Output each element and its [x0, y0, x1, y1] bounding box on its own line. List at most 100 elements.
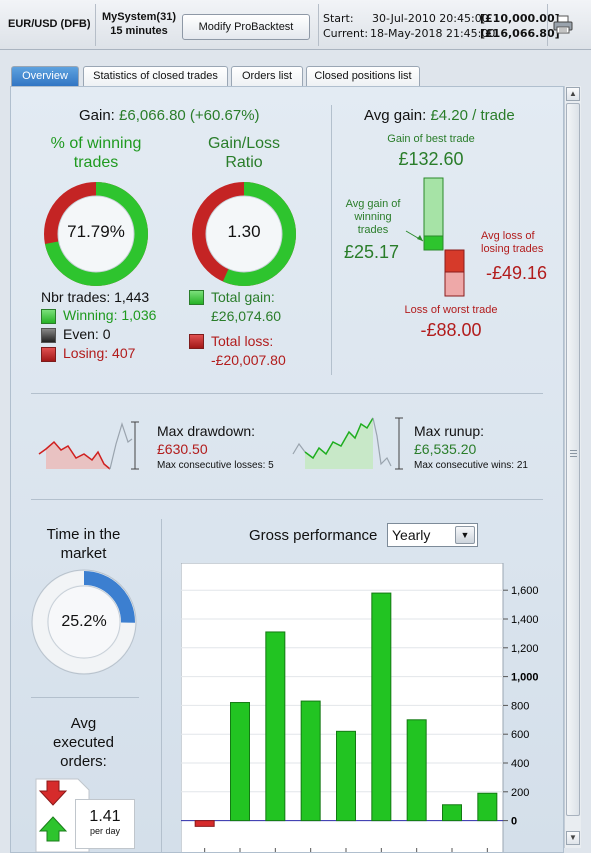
avg-losing-label-line1: Avg loss of — [481, 230, 535, 242]
tab-closed-positions-list[interactable]: Closed positions list — [306, 66, 420, 86]
even-count-value: 0 — [102, 326, 111, 342]
gain-loss-ratio-gain-arc — [192, 182, 296, 286]
tab-overview[interactable]: Overview — [11, 66, 79, 87]
time-in-market-title-line2: market — [60, 545, 107, 562]
even-count: Even: 0 — [63, 326, 111, 342]
winning-count-label: Winning: — [63, 307, 118, 323]
avg-winning-label-line1: Avg gain of — [345, 198, 401, 210]
max-consecutive-wins-value: 21 — [516, 460, 528, 471]
time-in-market-donut — [31, 569, 137, 675]
start-date: 30-Jul-2010 20:45:00 — [372, 12, 489, 25]
winning-count-value: 1,036 — [121, 307, 157, 323]
modify-probacktest-button[interactable]: Modify ProBacktest — [182, 14, 310, 40]
scrollbar-thumb[interactable] — [566, 103, 580, 816]
nbr-trades-label: Nbr trades: — [41, 289, 111, 305]
period-select[interactable]: Yearly ▼ — [387, 523, 478, 547]
avg-winning-label-line2: winning — [354, 211, 392, 223]
best-trade-bar — [423, 177, 444, 237]
total-gain-label: Total gain: — [211, 289, 275, 305]
performance-bar[interactable] — [265, 631, 286, 822]
y-tick-label: 1,400 — [511, 614, 539, 626]
avg-losing-bar — [444, 249, 465, 273]
time-in-market-title: Time in the market — [26, 525, 141, 563]
avg-executed-orders-title-line1: Avg — [70, 715, 97, 732]
nbr-trades: Nbr trades: 1,443 — [41, 289, 149, 305]
gain-label: Gain: — [79, 107, 115, 124]
tab-orders-list[interactable]: Orders list — [231, 66, 303, 86]
drawdown-sparkline — [38, 421, 139, 470]
total-loss-value: -£20,007.80 — [211, 352, 286, 368]
total-loss: Total loss: -£20,007.80 — [211, 332, 286, 370]
current-label: Current: — [323, 27, 369, 40]
max-drawdown-label: Max drawdown: — [157, 423, 256, 439]
losing-legend-swatch — [41, 347, 56, 362]
performance-bar[interactable] — [300, 700, 321, 822]
gain-loss-ratio-value: 1.30 — [227, 222, 261, 241]
instrument-label: EUR/USD (DFB) — [8, 18, 91, 30]
max-consecutive-wins: Max consecutive wins: 21 — [414, 460, 528, 471]
avg-winning-label: Avg gain of winning trades — [333, 198, 413, 237]
losing-count-label: Losing: — [63, 345, 109, 361]
y-tick-label: 1,000 — [511, 672, 539, 684]
y-tick-label: 200 — [511, 787, 529, 799]
scroll-down-arrow-icon[interactable]: ▼ — [566, 831, 580, 845]
winning-pct-title-line2: trades — [73, 154, 119, 171]
winning-pct-win-arc — [44, 182, 148, 286]
performance-bar[interactable] — [442, 804, 462, 822]
system-name: MySystem(31) — [102, 11, 176, 23]
runup-sparkline — [292, 417, 403, 470]
performance-bar[interactable] — [194, 820, 215, 827]
vertical-scrollbar[interactable]: ▲ ▼ — [564, 86, 581, 848]
gain-loss-ratio-title-line2: Ratio — [225, 154, 263, 171]
start-capital: [£10,000.00] — [480, 12, 560, 25]
print-icon[interactable] — [552, 14, 574, 36]
winning-pct-donut — [44, 182, 148, 286]
winning-pct-title-line1: % of winning — [50, 135, 142, 152]
chevron-down-icon[interactable]: ▼ — [455, 526, 475, 544]
start-label: Start: — [323, 12, 354, 25]
performance-bar[interactable] — [477, 792, 498, 822]
gain-loss-ratio-title: Gain/Loss Ratio — [179, 134, 309, 172]
winning-legend-swatch — [41, 309, 56, 324]
total-loss-swatch — [189, 334, 204, 349]
performance-bar[interactable] — [230, 702, 250, 822]
scroll-up-arrow-icon[interactable]: ▲ — [566, 87, 580, 101]
winning-pct-value: 71.79% — [67, 222, 125, 241]
tab-statistics-closed-trades[interactable]: Statistics of closed trades — [83, 66, 228, 86]
avg-losing-value: -£49.16 — [486, 263, 548, 283]
nbr-trades-value: 1,443 — [114, 289, 150, 305]
avg-executed-orders-title-line3: orders: — [60, 753, 107, 770]
avg-winning-label-line3: trades — [357, 224, 389, 236]
overview-panel: Gain: £6,066.80 (+60.67%) % of winning t… — [10, 86, 564, 853]
gain-summary: Gain: £6,066.80 (+60.67%) — [79, 107, 260, 124]
avg-orders-value: 1.41 — [89, 808, 121, 825]
performance-bar[interactable] — [371, 592, 392, 822]
gain-value: £6,066.80 (+60.67%) — [119, 107, 260, 124]
winning-count: Winning: 1,036 — [63, 307, 156, 323]
current-capital: [£16,066.80] — [480, 27, 560, 40]
period-select-value: Yearly — [392, 527, 431, 543]
system-timeframe: 15 minutes — [110, 25, 168, 37]
max-consecutive-losses-value: 5 — [268, 460, 274, 471]
gain-loss-ratio-title-line1: Gain/Loss — [207, 135, 281, 152]
avg-losing-label-line2: losing trades — [481, 243, 544, 255]
max-consecutive-losses: Max consecutive losses: 5 — [157, 460, 274, 471]
gross-performance-label: Gross performance — [249, 527, 378, 544]
max-consecutive-losses-label: Max consecutive losses: — [157, 460, 266, 471]
avg-orders-unit: per day — [89, 826, 121, 836]
avg-gain-label: Avg gain: — [364, 107, 427, 124]
avg-gain: Avg gain: £4.20 / trade — [364, 107, 515, 124]
avg-executed-orders-title-line2: executed — [53, 734, 114, 751]
performance-bar[interactable] — [406, 719, 427, 822]
best-trade-label: Gain of best trade — [387, 133, 475, 145]
performance-bar[interactable] — [336, 730, 356, 822]
y-tick-label: 1,600 — [511, 585, 539, 597]
time-in-market-arc — [33, 571, 135, 673]
max-consecutive-wins-label: Max consecutive wins: — [414, 460, 515, 471]
y-tick-label: 400 — [511, 758, 529, 770]
avg-winning-value: £25.17 — [344, 242, 400, 262]
winning-pct-title: % of winning trades — [31, 134, 161, 172]
toolbar-header: EUR/USD (DFB) MySystem(31) 15 minutes Mo… — [0, 0, 591, 50]
avg-gain-value: £4.20 / trade — [430, 107, 515, 124]
total-gain-swatch — [189, 290, 204, 305]
